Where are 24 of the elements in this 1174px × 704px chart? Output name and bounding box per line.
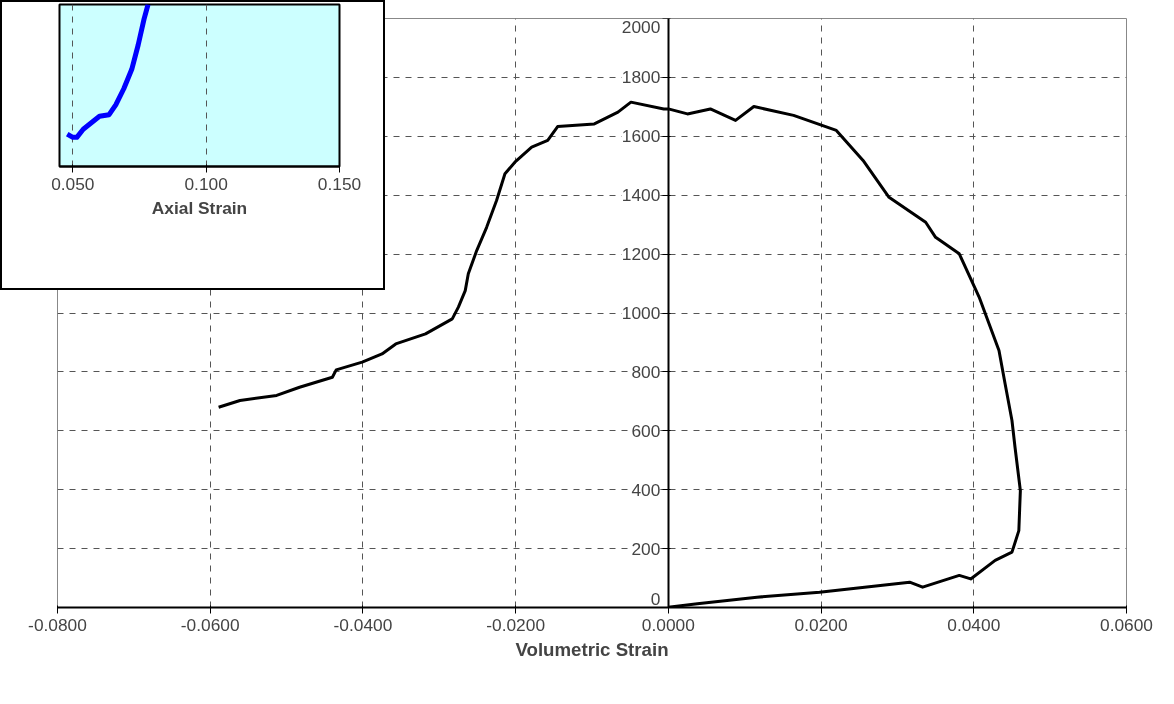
- y-tick-label: 1600: [621, 126, 661, 147]
- x-tick-label: -0.0600: [180, 614, 240, 635]
- x-tick-label: -0.0800: [28, 614, 87, 635]
- y-tick-label: 600: [631, 420, 661, 441]
- x-tick-label: 0.100: [184, 173, 228, 194]
- y-tick-label: 1400: [621, 185, 661, 206]
- y-tick-label: 1200: [621, 244, 661, 265]
- x-tick-label: 0.0000: [641, 614, 695, 635]
- x-tick-label: 0.0200: [794, 614, 848, 635]
- y-tick-label: 400: [631, 479, 661, 500]
- x-tick-label: -0.0400: [333, 614, 393, 635]
- y-tick-label: 1000: [621, 303, 661, 323]
- x-tick-label: 0.150: [317, 173, 362, 194]
- x-axis-title: Axial Strain: [151, 197, 248, 218]
- y-tick-label: 800: [631, 361, 661, 382]
- x-tick-label: 0.0400: [947, 614, 1001, 635]
- x-tick-label: 0.050: [51, 173, 95, 194]
- x-tick-label: 0.0600: [1100, 614, 1153, 635]
- x-tick-label: -0.0200: [486, 614, 546, 635]
- y-tick-label: 1800: [621, 67, 661, 88]
- y-tick-label: 0: [650, 588, 661, 609]
- x-axis-title: Volumetric Strain: [515, 638, 669, 660]
- y-tick-label: 2000: [621, 16, 661, 37]
- y-tick-label: 200: [631, 538, 661, 559]
